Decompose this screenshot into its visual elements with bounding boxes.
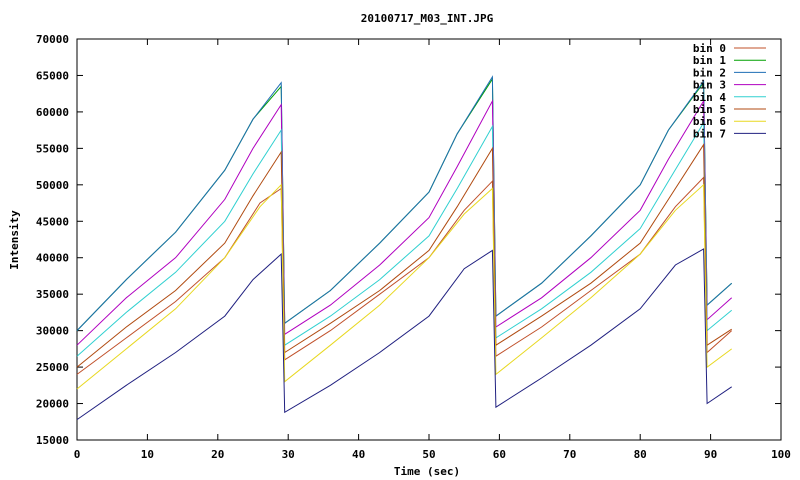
series-line-bin-0 xyxy=(76,176,733,375)
legend-label-bin-5: bin 5 xyxy=(693,103,726,116)
series-line-bin-1 xyxy=(76,77,733,331)
series-line-bin-2 xyxy=(76,75,733,331)
legend-label-bin-7: bin 7 xyxy=(693,127,726,140)
y-tick-label: 45000 xyxy=(36,215,69,228)
y-tick-label: 25000 xyxy=(36,361,69,374)
legend-label-bin-0: bin 0 xyxy=(693,42,726,55)
y-tick-label: 15000 xyxy=(36,434,69,447)
series-line-bin-4 xyxy=(76,121,733,357)
y-tick-label: 50000 xyxy=(36,179,69,192)
series-line-bin-6 xyxy=(76,183,732,390)
x-tick-label: 60 xyxy=(493,448,506,461)
plot-frame xyxy=(76,38,782,441)
legend-label-bin-4: bin 4 xyxy=(693,91,726,104)
y-tick-label: 30000 xyxy=(36,325,69,338)
x-tick-label: 100 xyxy=(771,448,791,461)
legend-label-bin-6: bin 6 xyxy=(693,115,726,128)
x-tick-label: 70 xyxy=(563,448,576,461)
x-tick-label: 10 xyxy=(141,448,154,461)
x-tick-label: 0 xyxy=(74,448,81,461)
series-group xyxy=(76,75,733,421)
x-tick-label: 50 xyxy=(422,448,435,461)
y-tick-label: 65000 xyxy=(36,69,69,82)
y-tick-label: 60000 xyxy=(36,106,69,119)
x-tick-label: 30 xyxy=(282,448,295,461)
legend-label-bin-1: bin 1 xyxy=(693,54,726,67)
y-tick-label: 20000 xyxy=(36,398,69,411)
x-tick-label: 90 xyxy=(704,448,717,461)
series-line-bin-5 xyxy=(76,143,732,368)
x-axis: 0 10 20 30 40 50 60 70 80 90 100 xyxy=(74,39,791,461)
x-axis-label: Time (sec) xyxy=(394,465,460,478)
y-tick-label: 40000 xyxy=(36,252,69,265)
x-tick-label: 80 xyxy=(634,448,647,461)
y-tick-label: 55000 xyxy=(36,142,69,155)
series-line-bin-3 xyxy=(76,99,733,346)
series-line-bin-7 xyxy=(76,248,732,421)
legend-label-bin-3: bin 3 xyxy=(693,79,726,92)
legend-label-bin-2: bin 2 xyxy=(693,66,726,79)
y-tick-label: 70000 xyxy=(36,33,69,46)
chart-title: 20100717_M03_INT.JPG xyxy=(361,12,494,25)
x-tick-label: 20 xyxy=(211,448,224,461)
y-axis-label: Intensity xyxy=(8,210,21,270)
x-tick-label: 40 xyxy=(352,448,365,461)
y-axis: 15000 20000 25000 30000 35000 40000 45000 50000… xyxy=(36,33,781,447)
y-tick-label: 35000 xyxy=(36,288,69,301)
